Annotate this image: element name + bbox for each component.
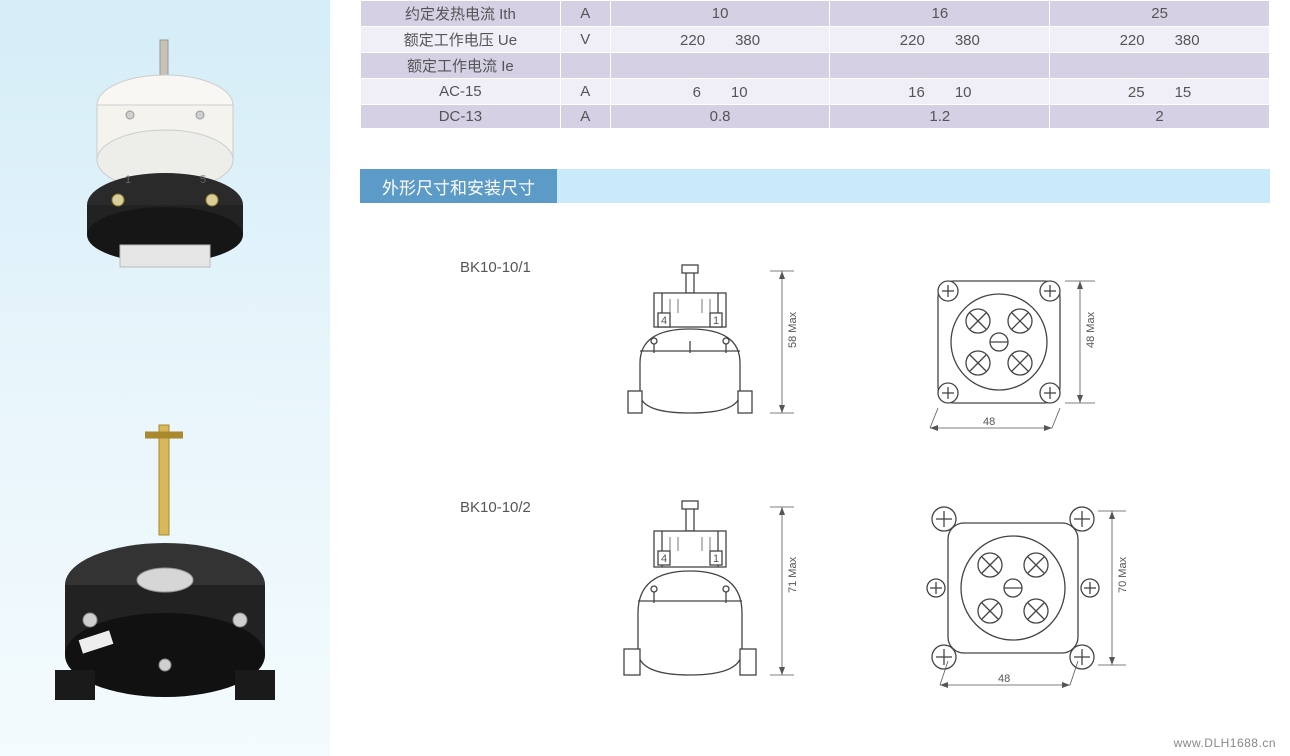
product-photo-bottom [35, 420, 295, 730]
dimension-diagrams: BK10-10/1 58 Max [360, 203, 1270, 703]
diagram-model-label: BK10-10/1 [460, 253, 610, 276]
section-header-bar: 外形尺寸和安装尺寸 [360, 169, 1270, 203]
svg-text:70 Max: 70 Max [1117, 556, 1129, 593]
spec-row: 额定工作电流 Ie [361, 53, 1270, 79]
svg-text:1: 1 [713, 553, 719, 565]
diagram-top-1: 48 Max 48 [900, 253, 1120, 443]
diagram-model-label: BK10-10/2 [460, 493, 610, 516]
svg-text:71 Max: 71 Max [787, 556, 799, 593]
diagram-front-2: 71 Max 4 1 [610, 493, 810, 693]
spec-row: DC-13A0.81.22 [361, 105, 1270, 129]
svg-text:48: 48 [983, 416, 995, 428]
svg-text:48 Max: 48 Max [1085, 311, 1097, 348]
diagram-top-2: 70 Max 48 [900, 493, 1150, 703]
left-gradient-panel: 1 5 [0, 0, 330, 756]
watermark: www.DLH1688.cn [1174, 736, 1276, 750]
svg-text:48: 48 [998, 673, 1010, 685]
svg-text:5: 5 [200, 174, 206, 186]
product-photo-top: 1 5 [60, 35, 270, 285]
svg-text:4: 4 [661, 315, 667, 327]
spec-row: 额定工作电压 UeV220 380220 380220 380 [361, 27, 1270, 53]
section-title: 外形尺寸和安装尺寸 [360, 169, 557, 203]
spec-table: 约定发热电流 IthA101625额定工作电压 UeV220 380220 38… [360, 0, 1270, 129]
dim-label: 58 Max [787, 311, 799, 348]
spec-row: 约定发热电流 IthA101625 [361, 1, 1270, 27]
svg-text:4: 4 [661, 553, 667, 565]
svg-text:1: 1 [125, 174, 131, 186]
spec-row: AC-15A6 1016 1025 15 [361, 79, 1270, 105]
svg-text:1: 1 [713, 315, 719, 327]
diagram-front-1: 58 Max 4 1 [610, 253, 810, 433]
